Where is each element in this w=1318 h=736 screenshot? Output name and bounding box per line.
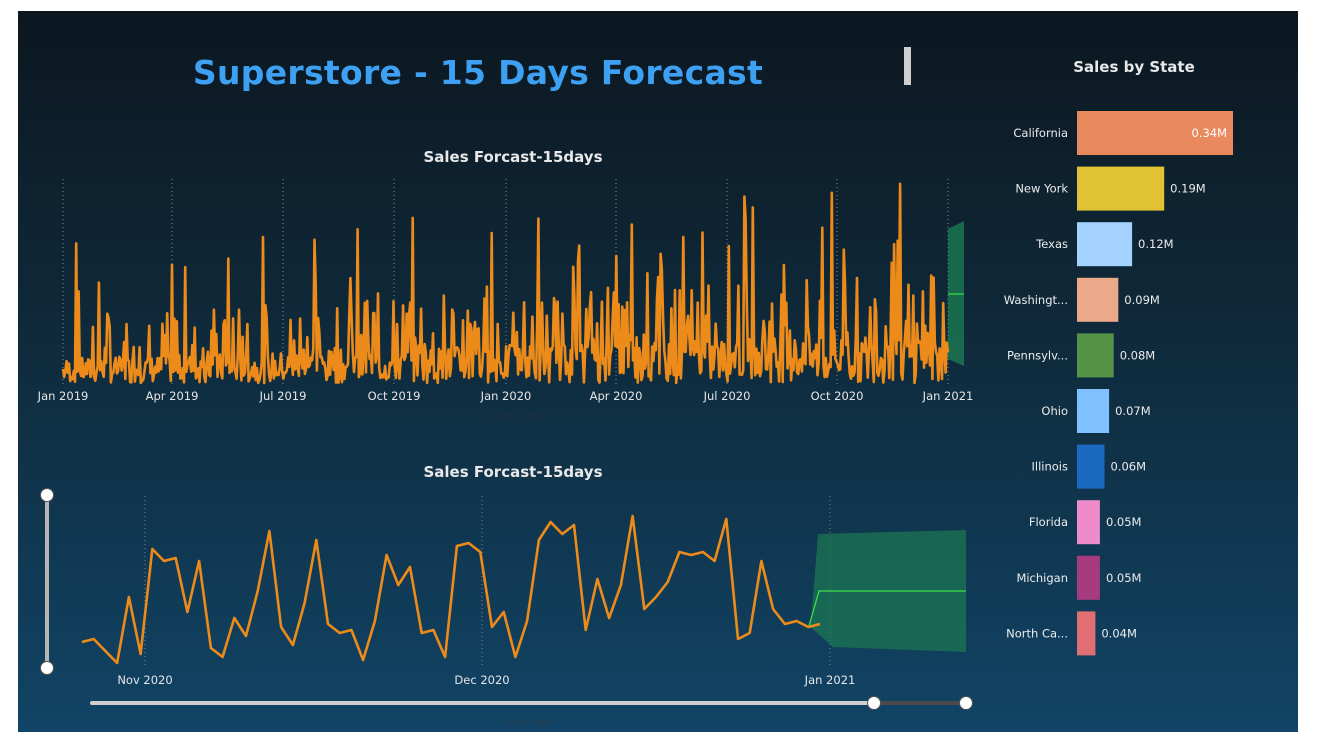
state-label: North Ca...	[1006, 626, 1068, 640]
bottom-series-line	[81, 514, 821, 665]
state-label: Florida	[1029, 515, 1068, 529]
state-label: Michigan	[1016, 571, 1068, 585]
bottom-tick-label: Dec 2020	[454, 673, 509, 687]
top-forecast-chart[interactable]: Jan 2019 Apr 2019 Jul 2019 Oct 2019 Jan 2020…	[18, 11, 1018, 441]
dashboard-title: Superstore - 15 Days Forecast	[192, 53, 764, 92]
state-label: Texas	[1035, 237, 1068, 251]
horizontal-zoom-handle-left[interactable]	[867, 696, 881, 710]
bottom-forecast-chart[interactable]: Nov 2020 Dec 2020 Jan 2021 Order Date	[18, 11, 1018, 732]
state-value-label: 0.04M	[1101, 626, 1137, 640]
state-chart-title: Sales by State	[1073, 58, 1195, 76]
state-value-label: 0.09M	[1124, 293, 1160, 307]
state-bar[interactable]	[1077, 611, 1096, 656]
bottom-tick-label: Jan 2021	[804, 673, 856, 687]
vertical-zoom-handle-bottom[interactable]	[40, 661, 54, 675]
state-value-label: 0.06M	[1111, 460, 1147, 474]
top-tick-label: Jan 2020	[480, 389, 532, 403]
state-bar[interactable]	[1077, 277, 1119, 322]
state-label: New York	[1015, 182, 1068, 196]
state-bar[interactable]	[1077, 444, 1105, 489]
bottom-xlabel: Order Date	[504, 718, 554, 728]
state-bar[interactable]	[1077, 166, 1165, 211]
state-value-label: 0.08M	[1120, 348, 1156, 362]
horizontal-zoom-handle-right[interactable]	[959, 696, 973, 710]
top-tick-label: Oct 2020	[811, 389, 864, 403]
state-bar[interactable]	[1077, 111, 1233, 155]
top-tick-label: Apr 2019	[146, 389, 199, 403]
state-label: Pennsylv...	[1007, 348, 1068, 362]
state-value-label: 0.34M	[1191, 126, 1227, 140]
sales-by-state-chart[interactable]: California 0.34M New York 0.19M Texas 0.12M Wa…	[988, 91, 1288, 671]
top-xlabel: Order Date	[483, 409, 544, 422]
top-chart-title: Sales Forcast-15days	[423, 148, 603, 166]
top-tick-label: Jul 2020	[703, 389, 751, 403]
state-bar[interactable]	[1077, 389, 1110, 433]
vertical-zoom-handle-top[interactable]	[40, 488, 54, 502]
bottom-tick-label: Nov 2020	[117, 673, 172, 687]
state-value-label: 0.05M	[1106, 571, 1142, 585]
bottom-forecast-line	[808, 590, 966, 627]
text-cursor-bar	[904, 47, 911, 85]
state-value-label: 0.05M	[1106, 515, 1142, 529]
state-bar[interactable]	[1077, 555, 1100, 600]
state-label: Ohio	[1041, 404, 1068, 418]
state-value-label: 0.12M	[1138, 237, 1174, 251]
state-value-label: 0.07M	[1115, 404, 1151, 418]
state-label: California	[1013, 126, 1068, 140]
top-tick-label: Apr 2020	[590, 389, 643, 403]
top-tick-label: Jan 2019	[37, 389, 89, 403]
dashboard-canvas: Superstore - 15 Days Forecast Sales Forc…	[18, 11, 1298, 732]
state-label: Washingt...	[1004, 293, 1068, 307]
state-value-label: 0.19M	[1170, 182, 1206, 196]
state-bar[interactable]	[1077, 500, 1100, 545]
state-bar[interactable]	[1077, 222, 1133, 267]
top-tick-label: Oct 2019	[368, 389, 421, 403]
state-label: Illinois	[1032, 460, 1069, 474]
top-series-line	[61, 182, 950, 385]
top-tick-label: Jan 2021	[922, 389, 974, 403]
top-tick-label: Jul 2019	[259, 389, 307, 403]
bottom-chart-title: Sales Forcast-15days	[423, 463, 603, 481]
state-bar[interactable]	[1077, 333, 1114, 378]
